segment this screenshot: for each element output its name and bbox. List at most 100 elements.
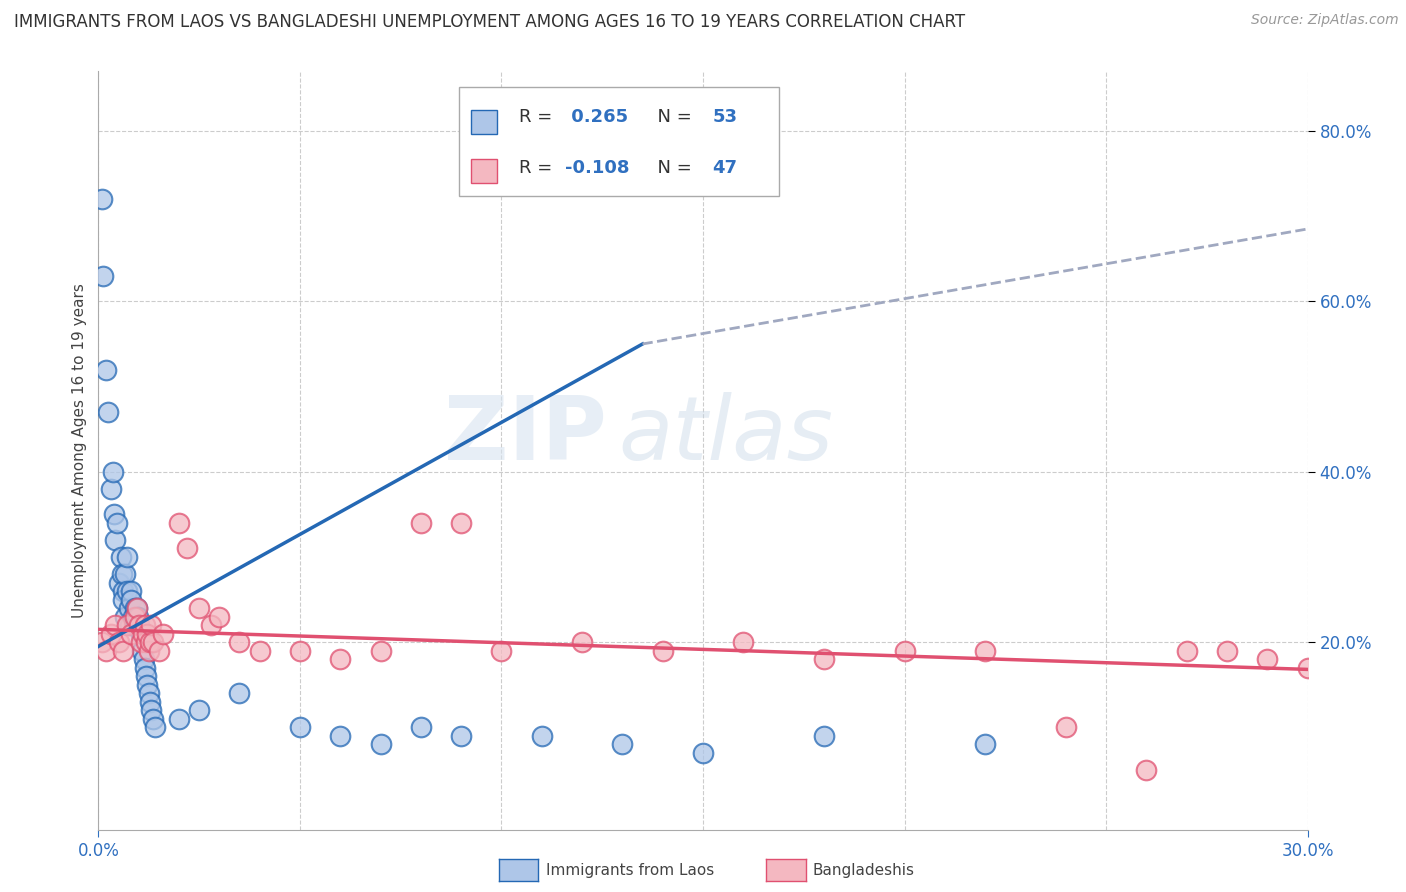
Point <box>128 618 150 632</box>
Point <box>125 601 148 615</box>
Point <box>139 703 162 717</box>
Point <box>974 643 997 657</box>
Point <box>135 635 157 649</box>
Point <box>120 584 142 599</box>
Point <box>612 737 634 751</box>
Point <box>129 626 152 640</box>
Point <box>97 405 120 419</box>
Point <box>228 635 250 649</box>
Point <box>188 601 211 615</box>
Point <box>409 720 432 734</box>
Point <box>111 584 134 599</box>
Point <box>1256 652 1278 666</box>
Point <box>114 609 136 624</box>
Point <box>142 635 165 649</box>
Point <box>132 626 155 640</box>
Point <box>139 618 162 632</box>
Point <box>127 609 149 624</box>
Point <box>571 635 593 649</box>
Point <box>107 575 129 590</box>
Text: N =: N = <box>647 108 697 126</box>
Point <box>117 549 139 564</box>
Point <box>135 669 157 683</box>
Text: IMMIGRANTS FROM LAOS VS BANGLADESHI UNEMPLOYMENT AMONG AGES 16 TO 19 YEARS CORRE: IMMIGRANTS FROM LAOS VS BANGLADESHI UNEM… <box>14 13 965 31</box>
Point <box>329 729 352 743</box>
Point <box>370 737 392 751</box>
Point <box>530 729 553 743</box>
Point <box>111 566 134 581</box>
Point <box>1296 661 1319 675</box>
Point <box>134 661 156 675</box>
Point <box>491 643 513 657</box>
Text: 47: 47 <box>713 159 738 177</box>
Point <box>135 626 157 640</box>
FancyBboxPatch shape <box>471 111 498 134</box>
Point <box>249 643 271 657</box>
Point <box>1175 643 1198 657</box>
Point <box>101 465 124 479</box>
Point <box>167 516 190 530</box>
Point <box>128 618 150 632</box>
Point <box>121 592 143 607</box>
Point <box>118 618 141 632</box>
Point <box>893 643 915 657</box>
Text: Bangladeshis: Bangladeshis <box>813 863 915 878</box>
Point <box>329 652 352 666</box>
Point <box>138 643 160 657</box>
Point <box>124 601 146 615</box>
Point <box>105 516 128 530</box>
Point <box>974 737 997 751</box>
Point <box>450 516 472 530</box>
Point <box>90 192 112 206</box>
Point <box>288 643 311 657</box>
Point <box>176 541 198 556</box>
Point <box>200 618 222 632</box>
Point <box>131 643 153 657</box>
Point <box>129 635 152 649</box>
Point <box>110 549 132 564</box>
Point <box>100 482 122 496</box>
Point <box>120 626 142 640</box>
Text: ZIP: ZIP <box>443 392 606 479</box>
Point <box>813 729 835 743</box>
Point <box>188 703 211 717</box>
Point <box>143 720 166 734</box>
Point <box>135 678 157 692</box>
Point <box>813 652 835 666</box>
Text: N =: N = <box>647 159 697 177</box>
Text: Immigrants from Laos: Immigrants from Laos <box>546 863 714 878</box>
Point <box>1135 763 1157 777</box>
Point <box>91 635 114 649</box>
Point <box>114 566 136 581</box>
FancyBboxPatch shape <box>458 87 779 196</box>
Point <box>651 643 673 657</box>
Point <box>450 729 472 743</box>
Point <box>115 584 138 599</box>
Point <box>103 533 125 547</box>
Point <box>100 626 122 640</box>
Point <box>733 635 755 649</box>
Point <box>118 601 141 615</box>
Point <box>228 686 250 700</box>
Point <box>692 746 714 760</box>
Point <box>103 618 125 632</box>
Point <box>124 609 146 624</box>
Text: -0.108: -0.108 <box>565 159 630 177</box>
Point <box>132 652 155 666</box>
Point <box>134 618 156 632</box>
Text: 53: 53 <box>713 108 738 126</box>
Point <box>91 268 114 283</box>
Point <box>1216 643 1239 657</box>
Point <box>107 635 129 649</box>
Text: 0.265: 0.265 <box>565 108 628 126</box>
Point <box>96 362 118 376</box>
Point <box>103 508 125 522</box>
Point <box>139 635 162 649</box>
Point <box>142 712 165 726</box>
Text: R =: R = <box>519 108 558 126</box>
Point <box>112 592 135 607</box>
Point <box>138 686 160 700</box>
Point <box>167 712 190 726</box>
Point <box>121 609 143 624</box>
Text: R =: R = <box>519 159 558 177</box>
